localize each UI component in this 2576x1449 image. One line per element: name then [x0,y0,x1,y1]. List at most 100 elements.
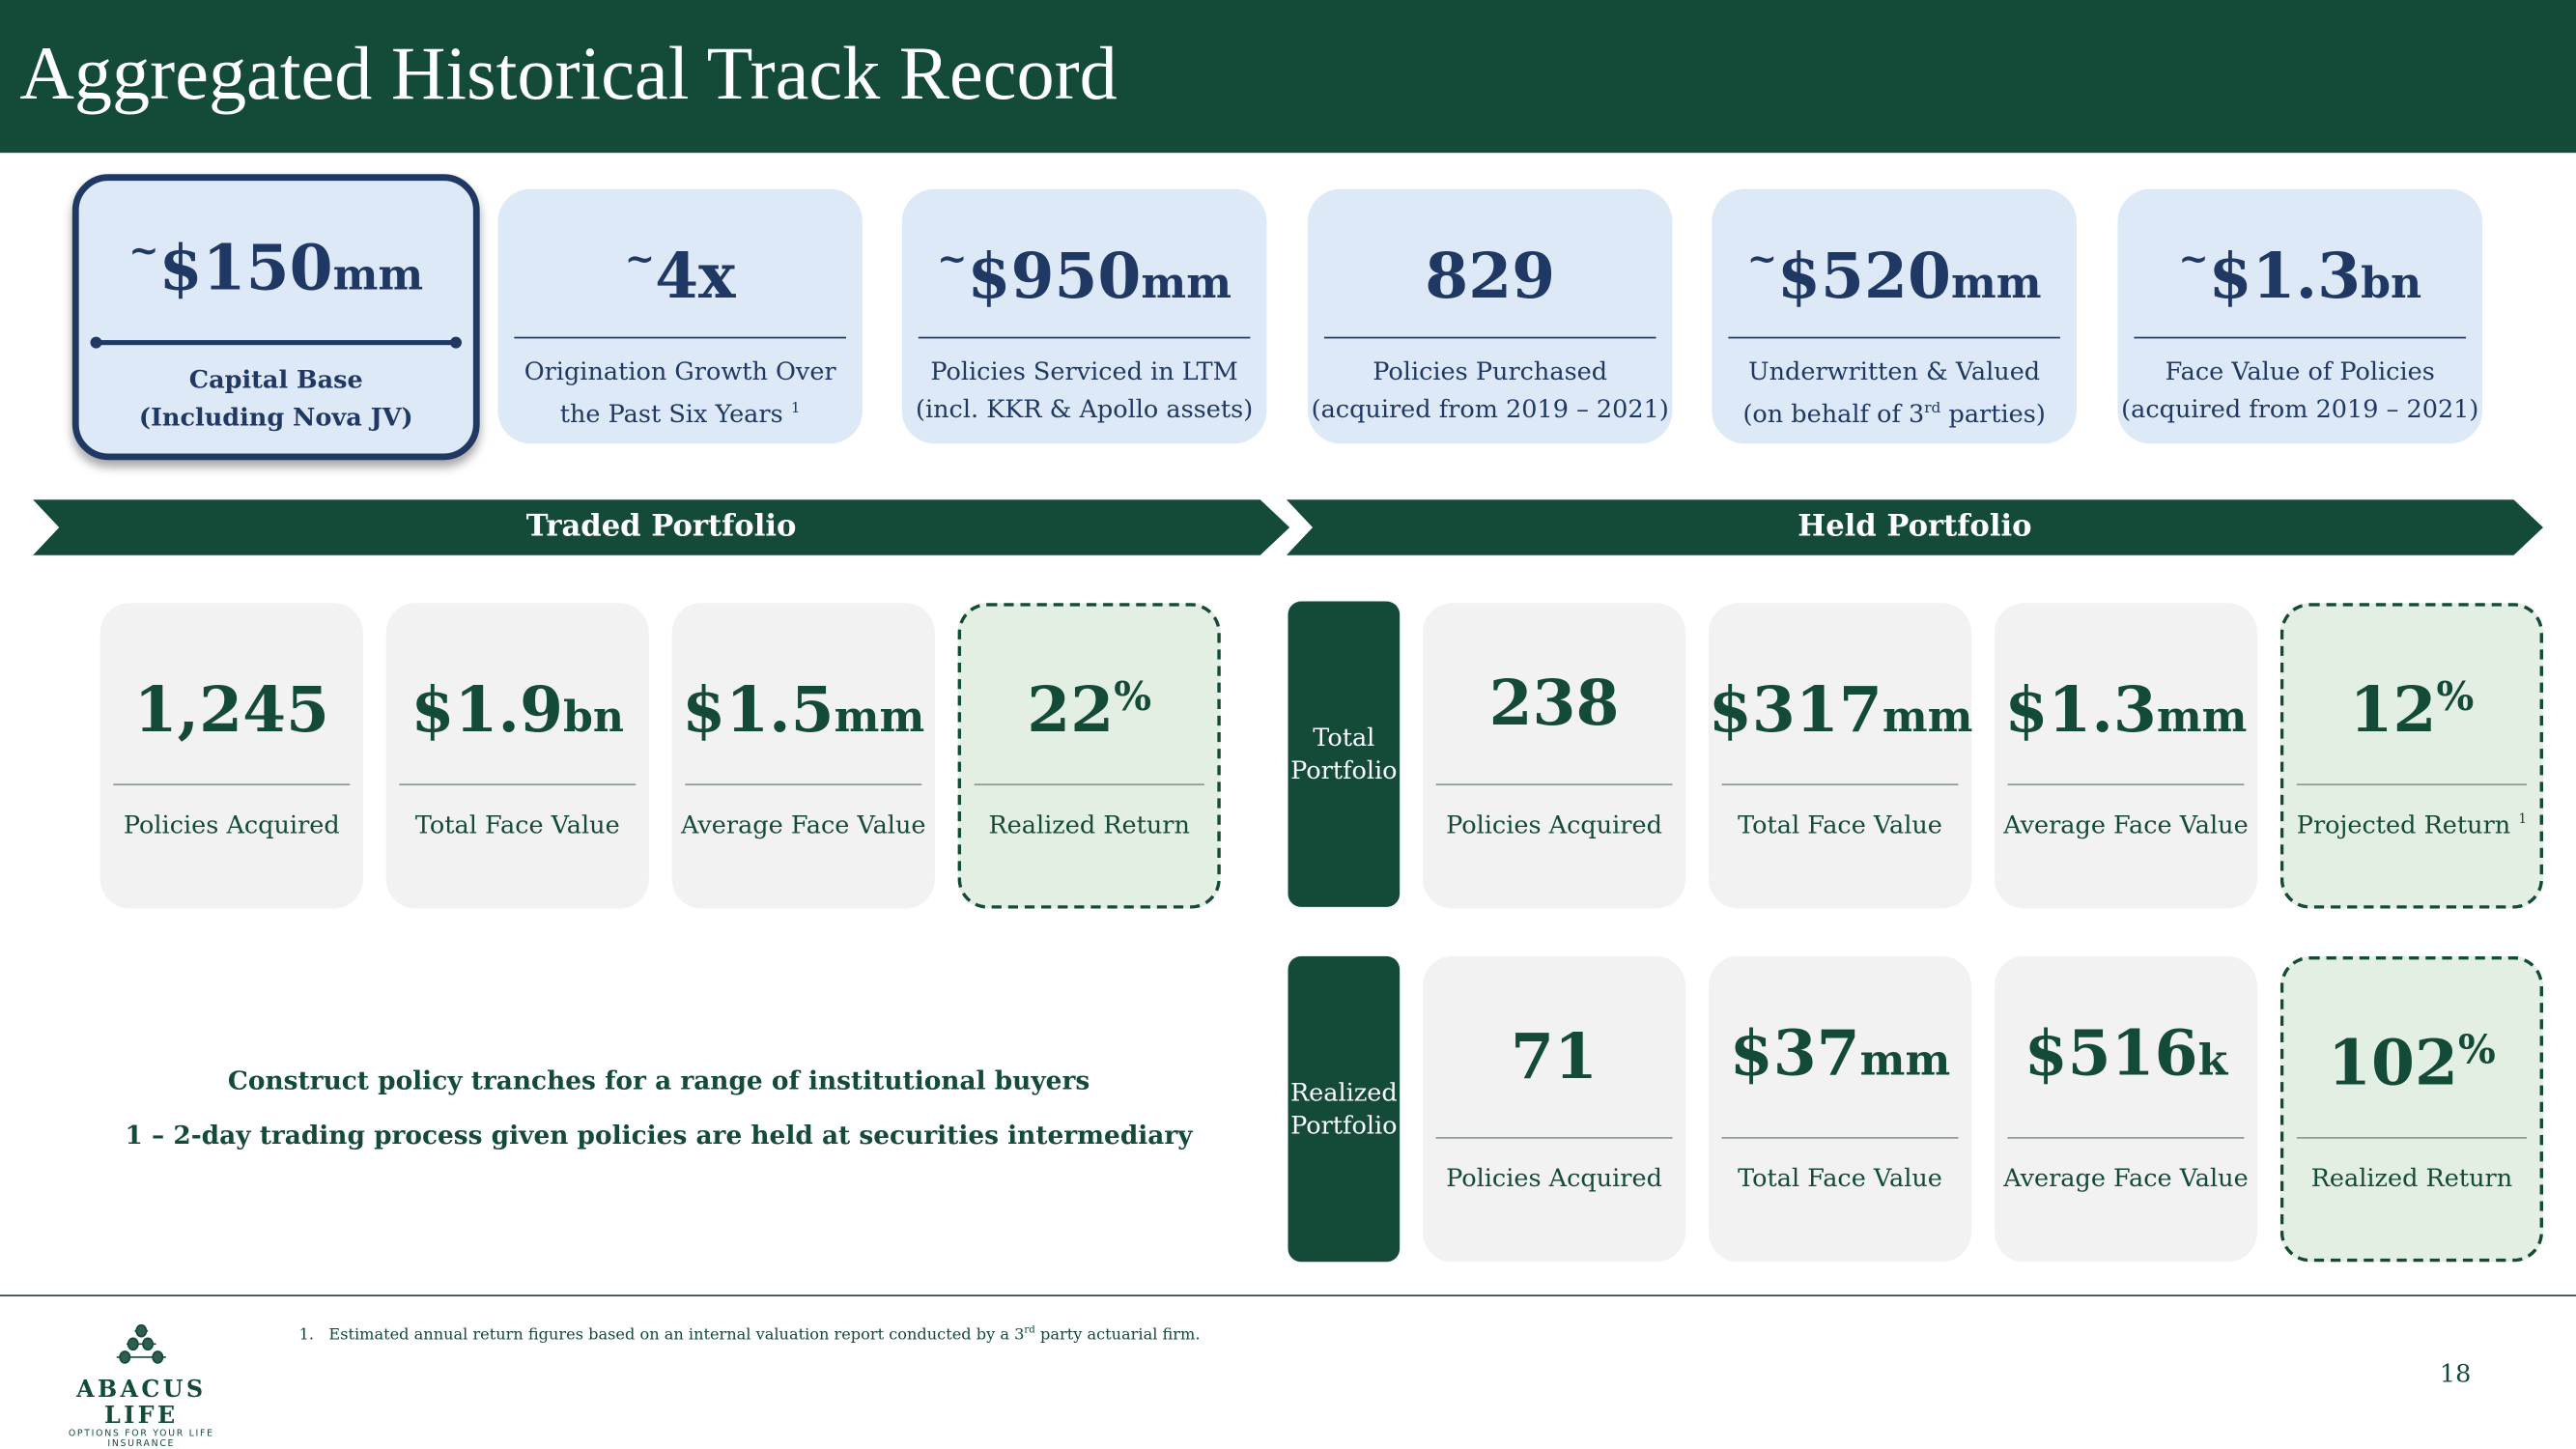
stat-prefix: ~ [2178,238,2209,281]
card-value: $1.9 [410,671,563,747]
card-label: Policies Acquired [1446,810,1662,840]
divider [2007,783,2245,786]
stat-label: the Past Six Years [559,399,783,429]
held-realized-return: 102% Realized Return [2279,955,2543,1263]
card-label: Realized Return [988,810,1190,840]
footnote: 1. Estimated annual return figures based… [299,1324,1201,1345]
card-value: $317 [1708,671,1882,747]
held-portfolio-banner: Held Portfolio [1287,499,2543,555]
stat-card-policies-serviced: ~$950mm Policies Serviced in LTM (incl. K… [901,188,1267,444]
stat-label: Face Value of Policies [2165,356,2435,386]
side-label: Portfolio [1290,755,1398,786]
stat-suffix: bn [2361,259,2422,309]
divider [514,336,846,339]
held-realized-face: $37mm Total Face Value [1708,955,1972,1263]
logo-name: ABACUS LIFE [76,1377,207,1430]
divider [2296,783,2527,786]
card-suffix: mm [1882,693,1973,743]
stat-label: (incl. KKR & Apollo assets) [915,394,1254,424]
stat-card-face-value: ~$1.3bn Face Value of Policies (acquired … [2117,188,2483,444]
held-total-projected-return: 12% Projected Return 1 [2279,603,2543,909]
stat-label-sup: rd [1924,401,1941,418]
card-label: Policies Acquired [1446,1163,1662,1193]
traded-bullet: Construct policy tranches for a range of… [227,1065,1090,1096]
held-total-face: $317mm Total Face Value [1708,603,1973,909]
divider [918,336,1251,339]
side-label: Total [1313,723,1375,753]
logo-tagline: OPTIONS FOR YOUR LIFE INSURANCE [68,1429,214,1449]
held-total-average: $1.3mm Average Face Value [1994,603,2258,909]
abacus-logo-icon [116,1323,166,1364]
traded-card-average-face: $1.5mm Average Face Value [671,603,935,909]
stat-label: Underwritten & Valued [1748,356,2041,386]
footnote-number: 1. [298,1325,315,1345]
traded-bullet: 1 – 2-day trading process given policies… [125,1119,1193,1151]
traded-card-policies: 1,245 Policies Acquired [99,603,363,909]
card-value: $516 [2024,1015,2198,1090]
stat-card-underwritten: ~$520mm Underwritten & Valued (on behalf … [1712,188,2077,444]
divider [113,783,351,786]
card-value: $1.3 [2004,671,2157,747]
stat-value: 829 [1425,238,1556,313]
card-value: 12 [2349,671,2437,747]
traded-portfolio-banner: Traded Portfolio [33,499,1289,555]
card-label: Total Face Value [1738,810,1942,840]
card-label: Projected Return [2296,810,2511,840]
card-value: 1,245 [133,671,330,747]
card-value: 238 [1488,665,1620,740]
card-label: Average Face Value [2003,810,2249,840]
card-suffix: k [2197,1037,2228,1087]
stat-value: $520 [1777,238,1951,313]
divider [1435,783,1673,786]
stat-suffix: mm [332,251,424,301]
stat-card-policies-purchased: 829 Policies Purchased (acquired from 201… [1307,188,1673,444]
stat-suffix: mm [1950,259,2042,309]
stat-prefix: ~ [1746,238,1778,281]
total-portfolio-label: Total Portfolio [1288,601,1401,907]
footnote-sup: rd [1024,1323,1035,1336]
card-label: Average Face Value [2003,1163,2249,1193]
page-title: Aggregated Historical Track Record [19,31,1118,116]
card-label: Total Face Value [1738,1163,1942,1193]
stat-prefix: ~ [128,230,159,273]
stat-value: $150 [158,230,333,304]
held-realized-policies: 71 Policies Acquired [1422,955,1686,1263]
stat-value: 4x [655,238,736,313]
stat-label: parties) [1940,399,2046,429]
divider [1728,336,2060,339]
stat-value: $1.3 [2208,238,2362,313]
divider [2296,1137,2527,1139]
divider [1435,1137,1673,1139]
card-value: 102 [2328,1025,2458,1099]
divider [685,783,922,786]
side-label: Portfolio [1290,1110,1398,1141]
stat-label: Origination Growth Over [524,356,836,386]
realized-portfolio-label: Realized Portfolio [1288,955,1401,1263]
stat-card-capital-base: ~$150mm Capital Base (Including Nova JV) [71,174,480,461]
held-total-policies: 238 Policies Acquired [1422,603,1686,909]
footnote-text: party actuarial firm. [1034,1325,1201,1345]
stat-label: (Including Nova JV) [138,402,413,433]
divider [1721,783,1959,786]
card-suffix: mm [1859,1037,1951,1087]
stat-label: (acquired from 2019 – 2021) [1311,394,1669,424]
page-number: 18 [2439,1358,2472,1389]
card-value: $1.5 [682,671,835,747]
footnote-text: Estimated annual return figures based on… [328,1325,1025,1345]
divider [2134,336,2467,339]
held-realized-average: $516k Average Face Value [1994,955,2258,1263]
card-suffix: % [2457,1025,2496,1073]
card-label: Realized Return [2310,1163,2513,1193]
card-suffix: mm [834,693,925,743]
divider [399,783,637,786]
stat-prefix: ~ [937,238,968,281]
footnote-marker: 1 [2518,811,2528,827]
divider [1721,1137,1959,1139]
traded-card-realized-return: 22% Realized Return [957,603,1221,909]
stat-value: $950 [967,238,1142,313]
card-label: Average Face Value [680,810,926,840]
stat-label: (on behalf of 3 [1742,399,1925,429]
card-label: Policies Acquired [123,810,340,840]
stat-card-origination-growth: ~4x Origination Growth Over the Past Six … [497,188,863,444]
card-value: $37 [1729,1015,1860,1090]
